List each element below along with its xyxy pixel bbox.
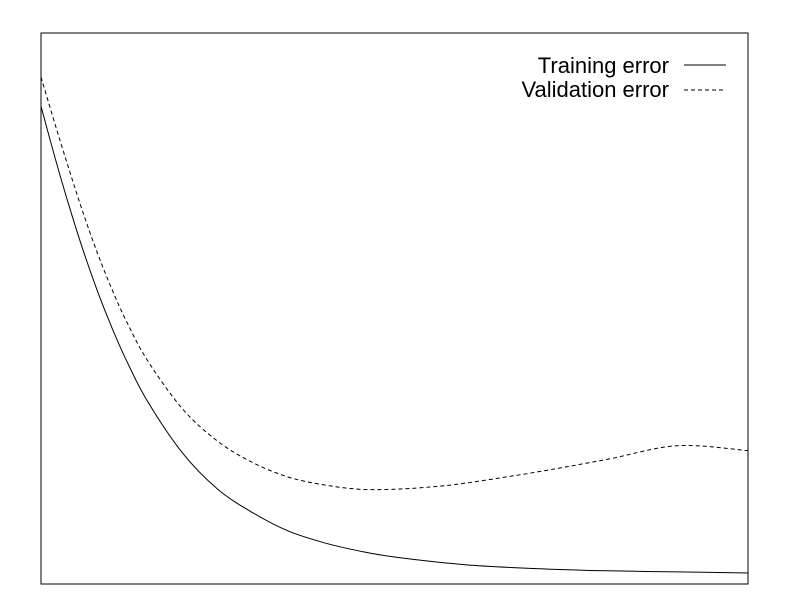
series-line-training-error — [40, 106, 749, 574]
legend: Training error Validation error — [521, 53, 726, 102]
legend-label-validation: Validation error — [521, 77, 669, 102]
series-line-validation-error — [40, 76, 749, 491]
plot-frame — [40, 32, 749, 585]
series-layer — [40, 76, 749, 574]
legend-label-training: Training error — [538, 53, 669, 78]
